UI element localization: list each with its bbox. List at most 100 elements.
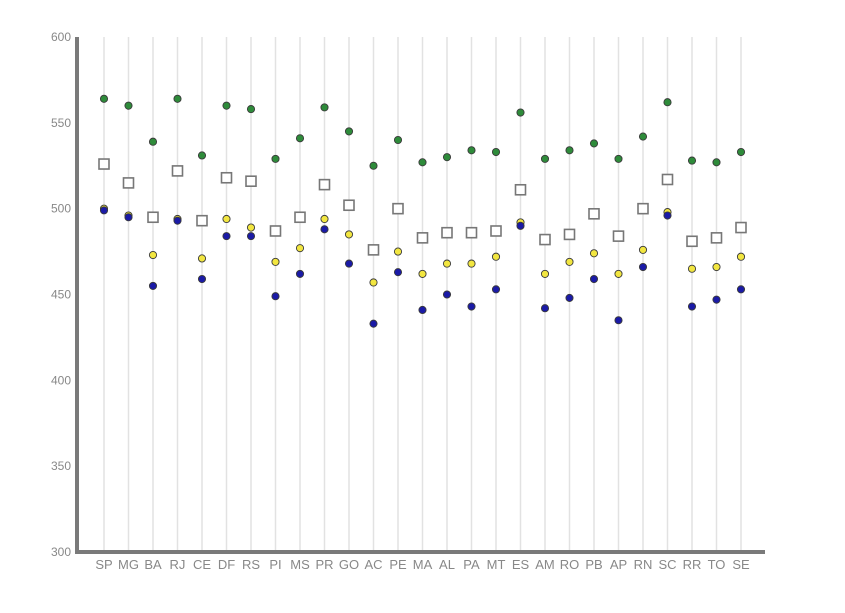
x-category-label-am: AM [535, 557, 555, 572]
y-tick-label-550: 550 [51, 116, 71, 130]
y-tick-label-500: 500 [51, 202, 71, 216]
data-point-s4-rr [687, 302, 697, 311]
data-point-s1-rj [173, 94, 182, 103]
data-point-s1-to [712, 158, 721, 167]
data-point-s4-rj [173, 216, 182, 225]
data-point-s1-ma [418, 158, 427, 167]
x-category-label-df: DF [218, 557, 235, 572]
x-category-label-pa: PA [463, 557, 480, 572]
data-point-s2-go [343, 199, 355, 212]
data-point-s2-pa [465, 226, 478, 239]
data-point-s1-mg [124, 101, 133, 110]
data-point-s3-pb [589, 249, 599, 258]
data-point-s4-ac [369, 319, 378, 328]
data-point-s4-pe [393, 268, 403, 277]
data-point-s1-go [344, 127, 354, 136]
y-tick-label-400: 400 [51, 373, 71, 387]
data-point-s2-al [441, 226, 453, 239]
data-point-s3-ms [295, 244, 305, 253]
data-point-s2-ro [563, 228, 576, 241]
y-tick-label-300: 300 [51, 545, 71, 559]
data-point-s2-mg [122, 177, 135, 189]
data-point-s4-al [442, 290, 452, 299]
data-point-s4-df [222, 232, 231, 241]
data-point-s3-ce [197, 254, 207, 263]
data-point-s3-al [442, 259, 452, 268]
data-point-s4-ce [197, 274, 207, 284]
data-point-s4-mt [491, 285, 501, 294]
data-point-s1-se [736, 147, 746, 157]
data-point-s2-mt [490, 225, 502, 237]
data-point-s3-pa [467, 259, 476, 268]
data-point-s4-ma [418, 305, 427, 315]
data-point-s4-am [540, 304, 550, 313]
data-point-s4-ro [565, 293, 574, 302]
data-point-s1-ac [369, 161, 378, 170]
x-category-label-rr: RR [683, 557, 702, 572]
grid-lines [103, 37, 742, 552]
data-point-s1-ap [614, 154, 623, 163]
data-point-s3-df [222, 214, 231, 224]
data-point-s3-ap [614, 269, 623, 278]
data-point-s2-pb [588, 208, 600, 220]
data-point-s3-pi [271, 257, 280, 266]
x-category-label-rs: RS [242, 557, 260, 572]
data-point-s2-rs [245, 175, 257, 187]
x-category-label-sp: SP [95, 557, 112, 572]
data-point-s1-rn [638, 132, 648, 141]
data-point-s4-es [516, 221, 525, 230]
data-point-s3-ma [418, 269, 427, 278]
data-point-s1-rr [687, 156, 697, 165]
data-point-s1-ro [565, 146, 574, 155]
data-point-s2-rr [686, 235, 698, 248]
data-point-s1-al [442, 153, 452, 162]
data-point-s4-pa [467, 302, 476, 311]
data-point-s1-pi [271, 154, 280, 163]
data-point-s2-sc [661, 173, 674, 186]
data-point-s2-rj [171, 165, 184, 177]
data-point-s2-pr [318, 178, 331, 191]
data-point-s1-pb [589, 139, 599, 148]
x-category-label-ce: CE [193, 557, 211, 572]
data-point-s2-se [735, 221, 747, 234]
data-point-s1-ms [295, 134, 305, 143]
data-point-s3-mt [491, 252, 501, 261]
data-point-s4-sc [663, 211, 672, 220]
data-point-s2-rn [637, 202, 649, 215]
data-point-s2-ce [196, 214, 208, 227]
data-point-s1-pa [467, 146, 476, 155]
data-point-s2-ba [147, 211, 159, 224]
x-category-label-mt: MT [487, 557, 506, 572]
data-point-s1-es [516, 108, 525, 117]
data-point-s1-sc [663, 98, 672, 107]
data-point-s3-rr [687, 264, 697, 273]
data-point-s4-ms [295, 269, 305, 278]
data-point-s1-sp [99, 94, 109, 103]
x-category-label-ac: AC [364, 557, 382, 572]
data-point-s4-rs [246, 232, 256, 241]
data-point-s4-pb [589, 274, 599, 284]
data-point-s2-ap [612, 230, 625, 242]
data-point-s3-ba [148, 250, 158, 260]
data-point-s1-ba [148, 137, 158, 146]
x-category-label-ba: BA [144, 557, 162, 572]
data-point-s1-am [540, 154, 550, 163]
x-category-label-rn: RN [634, 557, 653, 572]
data-point-s2-ms [294, 211, 306, 224]
x-axis-category-labels: SP MG BA RJ CE DF RS PI MS PR GO AC PE MA AL PA MT ES AM RO… [95, 557, 750, 572]
data-point-s4-ap [614, 316, 623, 325]
data-point-s2-pi [269, 225, 282, 237]
data-point-s4-rn [638, 262, 648, 272]
data-point-s3-ro [565, 257, 574, 266]
data-point-s1-pe [393, 135, 403, 145]
data-point-s3-ac [369, 278, 378, 287]
data-point-s4-mg [124, 213, 133, 222]
x-category-label-ro: RO [560, 557, 580, 572]
data-point-s1-rs [246, 105, 256, 114]
x-category-label-ap: AP [610, 557, 627, 572]
x-category-label-ms: MS [290, 557, 310, 572]
data-point-s3-am [540, 269, 550, 278]
x-category-label-al: AL [439, 557, 455, 572]
